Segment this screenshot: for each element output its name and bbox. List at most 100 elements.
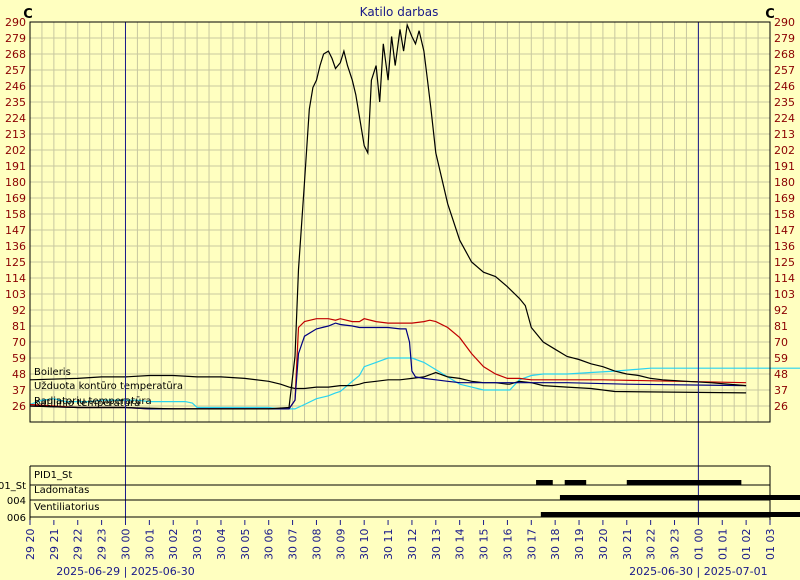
y-unit-left: C: [23, 7, 33, 22]
xtick-label: 29 22: [72, 529, 85, 561]
xtick-label: 30 04: [215, 529, 228, 561]
series-label-0: Boileris: [34, 367, 71, 378]
grid: [29, 21, 771, 422]
ytick-left: 147: [5, 224, 26, 237]
ytick-left: 202: [5, 144, 26, 157]
xtick-label: 29 23: [96, 529, 109, 561]
xtick-label: 30 15: [478, 529, 491, 561]
ytick-left: 81: [12, 320, 26, 333]
channel-on-segment: [540, 512, 800, 517]
ytick-right: 37: [774, 384, 788, 397]
ytick-left: 246: [5, 80, 26, 93]
channel-on-segment: [626, 480, 742, 485]
ytick-left: 235: [5, 96, 26, 109]
axes: 26 26 37 37 48 48 59 59 70 70 81 81 92 92 103 103 114 114…: [5, 16, 795, 578]
xtick-label: 29 20: [24, 529, 37, 561]
xtick-label: 30 12: [406, 529, 419, 561]
day-label: 2025-06-29 | 2025-06-30: [56, 565, 195, 578]
channel-axis-label: 004: [7, 496, 26, 507]
ytick-left: 59: [12, 352, 26, 365]
legend-labels: Boileris Užduota kontūro temperatūra Radia…: [34, 367, 183, 409]
ytick-right: 81: [774, 320, 788, 333]
xtick-label: 30 21: [621, 529, 634, 561]
ytick-right: 136: [774, 240, 795, 253]
ytick-right: 191: [774, 160, 795, 173]
xtick-label: 30 03: [191, 529, 204, 561]
xtick-label: 30 08: [310, 529, 323, 561]
ytick-right: 213: [774, 128, 795, 141]
channel-name: Ventiliatorius: [34, 502, 99, 513]
day-label: 2025-06-30 | 2025-07-01: [629, 565, 768, 578]
series-line-4: [29, 22, 747, 410]
xtick-label: 30 01: [143, 529, 156, 561]
ytick-right: 147: [774, 224, 795, 237]
ytick-right: 125: [774, 256, 795, 269]
ytick-right: 103: [774, 288, 795, 301]
channel-on-segment: [536, 480, 553, 485]
ytick-left: 279: [5, 32, 26, 45]
ytick-left: 290: [5, 16, 26, 29]
xtick-label: 30 22: [645, 529, 658, 561]
xtick-label: 30 06: [263, 529, 276, 561]
ytick-left: 70: [12, 336, 26, 349]
xtick-label: 01 02: [740, 529, 753, 561]
ytick-left: 257: [5, 64, 26, 77]
xtick-label: 30 11: [382, 529, 395, 561]
series-layer: [29, 22, 800, 410]
xtick-label: 30 16: [501, 529, 514, 561]
digital-channels: PID1_St 01_St Ladomatas 004 Ventiliatorius 00…: [0, 465, 800, 524]
ytick-left: 268: [5, 48, 26, 61]
ytick-right: 290: [774, 16, 795, 29]
xtick-label: 30 10: [358, 529, 371, 561]
ytick-right: 246: [774, 80, 795, 93]
ytick-left: 26: [12, 400, 26, 413]
ytick-left: 224: [5, 112, 26, 125]
ytick-left: 92: [12, 304, 26, 317]
ytick-left: 37: [12, 384, 26, 397]
ytick-right: 169: [774, 192, 795, 205]
ytick-right: 26: [774, 400, 788, 413]
ytick-right: 235: [774, 96, 795, 109]
series-label-3: Katilinio temperatūra: [34, 398, 140, 409]
xtick-label: 01 01: [716, 529, 729, 561]
series-label-2: Radiatorių temperatūra: [34, 396, 152, 407]
ytick-right: 268: [774, 48, 795, 61]
ytick-right: 59: [774, 352, 788, 365]
ytick-right: 48: [774, 368, 788, 381]
ytick-left: 48: [12, 368, 26, 381]
xtick-label: 30 07: [287, 529, 300, 561]
channel-name: Ladomatas: [34, 485, 89, 496]
ytick-right: 257: [774, 64, 795, 77]
chart-title: Katilo darbas: [360, 5, 439, 19]
channel-axis-label: 01_St: [0, 481, 26, 492]
xtick-label: 30 20: [597, 529, 610, 561]
ytick-right: 224: [774, 112, 795, 125]
ytick-right: 92: [774, 304, 788, 317]
ytick-left: 136: [5, 240, 26, 253]
ytick-left: 213: [5, 128, 26, 141]
ytick-left: 191: [5, 160, 26, 173]
ytick-right: 114: [774, 272, 795, 285]
ytick-left: 103: [5, 288, 26, 301]
xtick-label: 30 05: [239, 529, 252, 561]
channel-axis-label: 006: [7, 513, 26, 524]
xtick-label: 29 21: [48, 529, 61, 561]
xtick-label: 30 14: [454, 529, 467, 561]
ytick-left: 114: [5, 272, 26, 285]
channel-on-segment: [559, 495, 800, 500]
plot-frame: [29, 21, 771, 423]
channel-on-segment: [564, 480, 587, 485]
xtick-label: 30 17: [525, 529, 538, 561]
ytick-right: 158: [774, 208, 795, 221]
series-label-1: Užduota kontūro temperatūra: [34, 380, 183, 392]
xtick-label: 30 23: [669, 529, 682, 561]
xtick-label: 30 19: [573, 529, 586, 561]
xtick-label: 30 09: [334, 529, 347, 561]
xtick-label: 30 00: [119, 529, 132, 561]
xtick-label: 01 00: [692, 529, 705, 561]
ytick-left: 125: [5, 256, 26, 269]
ytick-right: 202: [774, 144, 795, 157]
ytick-right: 279: [774, 32, 795, 45]
y-unit-right: C: [765, 7, 775, 22]
